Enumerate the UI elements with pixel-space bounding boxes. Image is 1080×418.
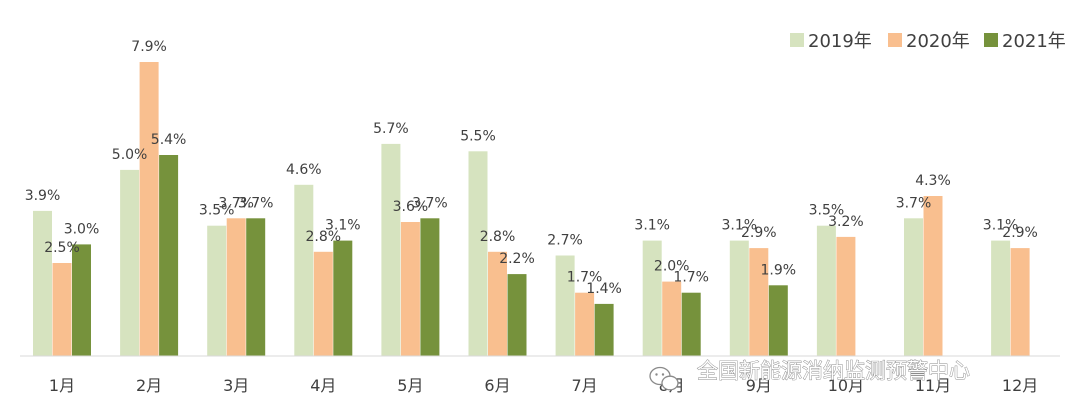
data-label-2-1: 2.5% xyxy=(44,240,80,256)
x-tick-label: 6月 xyxy=(484,376,510,395)
data-label-3-8: 1.7% xyxy=(673,270,709,286)
x-tick-label: 10月 xyxy=(828,376,864,395)
data-label-1-10: 3.5% xyxy=(809,203,845,219)
bar-1-10 xyxy=(816,225,836,356)
bar-3-4 xyxy=(333,240,353,356)
bar-1-1 xyxy=(33,210,52,356)
bar-3-1 xyxy=(72,244,91,356)
data-label-2-9: 2.9% xyxy=(741,225,777,241)
data-label-2-8: 2.0% xyxy=(654,259,690,275)
x-tick-label: 9月 xyxy=(746,376,772,395)
legend-swatch-1 xyxy=(790,33,804,47)
bar-1-8 xyxy=(642,240,662,356)
x-tick-label: 12月 xyxy=(1002,376,1038,395)
bar-2-10 xyxy=(836,236,856,356)
bar-2-9 xyxy=(749,248,769,356)
data-label-3-1: 3.0% xyxy=(64,221,100,237)
x-axis-ticks: 1月2月3月4月5月6月7月8月9月10月11月12月 xyxy=(49,376,1038,395)
bar-2-12 xyxy=(1010,248,1030,356)
data-label-2-7: 1.7% xyxy=(567,270,603,286)
x-tick-label: 4月 xyxy=(310,376,336,395)
legend-swatch-3 xyxy=(984,33,998,47)
watermark: 全国新能源消纳监测预警中心 xyxy=(649,359,970,391)
data-label-2-6: 2.8% xyxy=(480,229,516,245)
data-label-3-6: 2.2% xyxy=(499,251,535,267)
data-label-1-4: 4.6% xyxy=(286,162,322,178)
data-label-3-7: 1.4% xyxy=(586,281,622,297)
x-tick-label: 5月 xyxy=(397,376,423,395)
bar-2-4 xyxy=(313,251,333,356)
data-label-1-7: 2.7% xyxy=(547,233,583,249)
bar-1-3 xyxy=(207,225,227,356)
watermark-text: 全国新能源消纳监测预警中心 xyxy=(697,359,970,383)
data-label-1-2: 5.0% xyxy=(112,147,148,163)
bar-3-9 xyxy=(768,285,788,356)
bar-3-2 xyxy=(159,155,179,356)
legend-swatch-2 xyxy=(888,33,902,47)
data-label-3-9: 1.9% xyxy=(761,262,797,278)
bar-2-3 xyxy=(226,218,246,356)
wechat-icon xyxy=(649,366,679,391)
data-label-3-3: 3.7% xyxy=(238,195,274,211)
x-tick-label: 2月 xyxy=(136,376,162,395)
bar-3-7 xyxy=(594,303,614,356)
data-label-3-5: 3.7% xyxy=(412,195,448,211)
data-label-1-8: 3.1% xyxy=(634,218,670,234)
legend: 2019年 2020年 2021年 xyxy=(790,31,1066,52)
data-labels-layer: 3.9%2.5%3.0%5.0%7.9%5.4%3.5%3.7%3.7%4.6%… xyxy=(25,39,1038,297)
data-label-1-9: 3.1% xyxy=(722,218,758,234)
bar-3-5 xyxy=(420,218,440,356)
bar-1-11 xyxy=(904,218,923,356)
legend-label-1: 2019年 xyxy=(808,31,872,52)
data-label-2-5: 3.6% xyxy=(393,199,429,215)
data-label-1-12: 3.1% xyxy=(983,218,1019,234)
bar-1-6 xyxy=(468,151,488,356)
bar-2-5 xyxy=(400,222,420,356)
bar-2-7 xyxy=(575,292,595,356)
data-label-2-11: 4.3% xyxy=(915,173,951,189)
data-label-3-4: 3.1% xyxy=(325,218,361,234)
data-label-2-3: 3.7% xyxy=(218,195,254,211)
bar-2-6 xyxy=(488,251,507,356)
data-label-1-3: 3.5% xyxy=(199,203,235,219)
bar-3-8 xyxy=(681,292,701,356)
bar-3-6 xyxy=(507,274,527,356)
data-label-2-2: 7.9% xyxy=(131,39,167,55)
bar-1-2 xyxy=(120,169,140,356)
data-label-1-1: 3.9% xyxy=(25,188,61,204)
data-label-1-11: 3.7% xyxy=(896,195,932,211)
bar-1-5 xyxy=(381,143,401,356)
bar-2-11 xyxy=(923,196,943,356)
x-tick-label: 7月 xyxy=(572,376,598,395)
bar-2-2 xyxy=(139,62,159,356)
bar-3-3 xyxy=(246,218,266,356)
legend-label-2: 2020年 xyxy=(906,31,970,52)
data-label-2-4: 2.8% xyxy=(306,229,342,245)
data-label-2-12: 2.9% xyxy=(1002,225,1038,241)
bar-1-9 xyxy=(729,240,749,356)
data-label-2-10: 3.2% xyxy=(828,214,864,230)
x-tick-label: 1月 xyxy=(49,376,75,395)
data-label-3-2: 5.4% xyxy=(151,132,187,148)
x-tick-label: 3月 xyxy=(223,376,249,395)
bar-2-1 xyxy=(52,263,72,356)
legend-label-3: 2021年 xyxy=(1002,31,1066,52)
x-tick-label: 11月 xyxy=(915,376,951,395)
data-label-1-6: 5.5% xyxy=(460,128,496,144)
bar-1-12 xyxy=(991,240,1011,356)
data-label-1-5: 5.7% xyxy=(373,121,409,137)
bar-1-4 xyxy=(294,184,314,356)
bar-2-8 xyxy=(662,281,682,356)
bar-1-7 xyxy=(555,255,575,356)
bars-layer xyxy=(33,62,1030,356)
